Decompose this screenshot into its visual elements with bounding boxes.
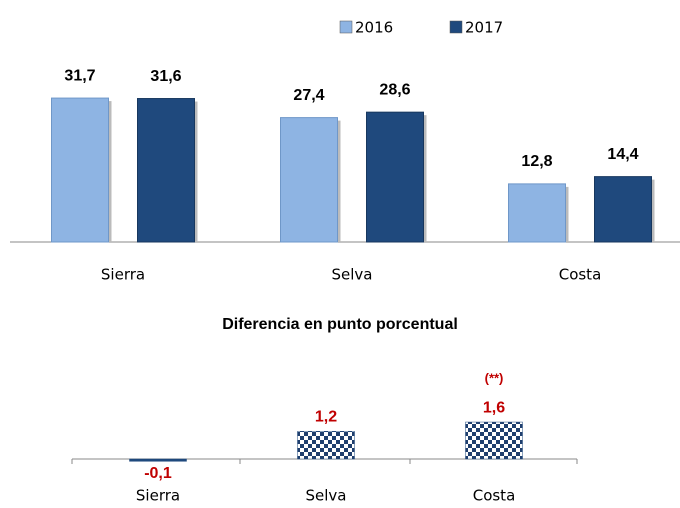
bar xyxy=(137,98,195,243)
data-label: 27,4 xyxy=(293,87,324,104)
data-label: 12,8 xyxy=(521,153,552,170)
legend-swatch xyxy=(449,20,463,34)
legend-swatch xyxy=(339,20,353,34)
bar xyxy=(129,458,187,462)
x-tick-label: Sierra xyxy=(136,487,180,505)
legend-label: 2016 xyxy=(355,19,393,37)
bar xyxy=(366,111,424,243)
bar xyxy=(297,431,355,460)
x-tick-label: Sierra xyxy=(101,266,145,284)
bar xyxy=(594,176,652,243)
x-tick-label: Costa xyxy=(473,487,516,505)
bar xyxy=(465,421,523,460)
data-label: 31,6 xyxy=(150,68,181,85)
data-label: 31,7 xyxy=(64,67,95,84)
bar xyxy=(51,97,109,243)
x-tick-label: Selva xyxy=(332,266,373,284)
data-label: 28,6 xyxy=(379,81,410,98)
bar xyxy=(508,183,566,243)
data-label: -0,1 xyxy=(144,465,172,482)
bar xyxy=(280,117,338,243)
annotation: (**) xyxy=(485,370,504,385)
x-tick-label: Costa xyxy=(559,266,602,284)
legend-label: 2017 xyxy=(465,19,503,37)
data-label: 1,6 xyxy=(483,399,505,416)
x-tick-label: Selva xyxy=(306,487,347,505)
data-label: 14,4 xyxy=(607,146,638,163)
data-label: 1,2 xyxy=(315,408,337,425)
chart-title: Diferencia en punto porcentual xyxy=(222,316,458,333)
